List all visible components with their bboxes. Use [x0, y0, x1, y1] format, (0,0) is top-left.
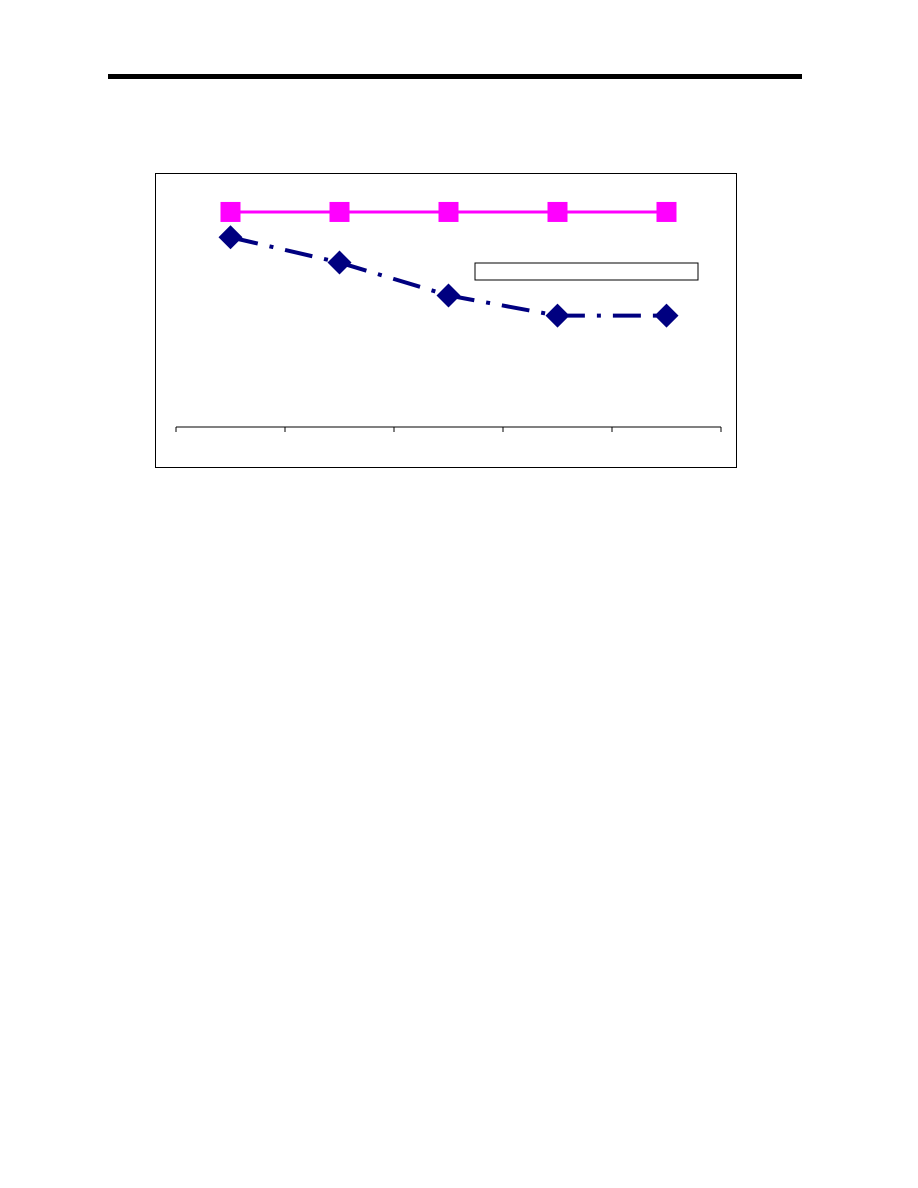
series-0	[220, 201, 677, 222]
square-marker	[329, 201, 350, 222]
header-rule	[108, 74, 802, 79]
square-marker	[438, 201, 459, 222]
legend	[474, 262, 699, 281]
chart-area	[155, 173, 737, 468]
diamond-marker	[327, 250, 352, 275]
series-1	[218, 225, 679, 328]
diamond-marker	[654, 303, 679, 328]
diamond-marker	[545, 303, 570, 328]
series-layer	[218, 201, 679, 328]
square-marker	[220, 201, 241, 222]
square-marker	[656, 201, 677, 222]
line-chart	[175, 201, 722, 432]
diamond-marker	[436, 283, 461, 308]
legend-box	[474, 262, 699, 281]
square-marker	[547, 201, 568, 222]
x-axis	[175, 426, 722, 432]
diamond-marker	[218, 225, 243, 250]
